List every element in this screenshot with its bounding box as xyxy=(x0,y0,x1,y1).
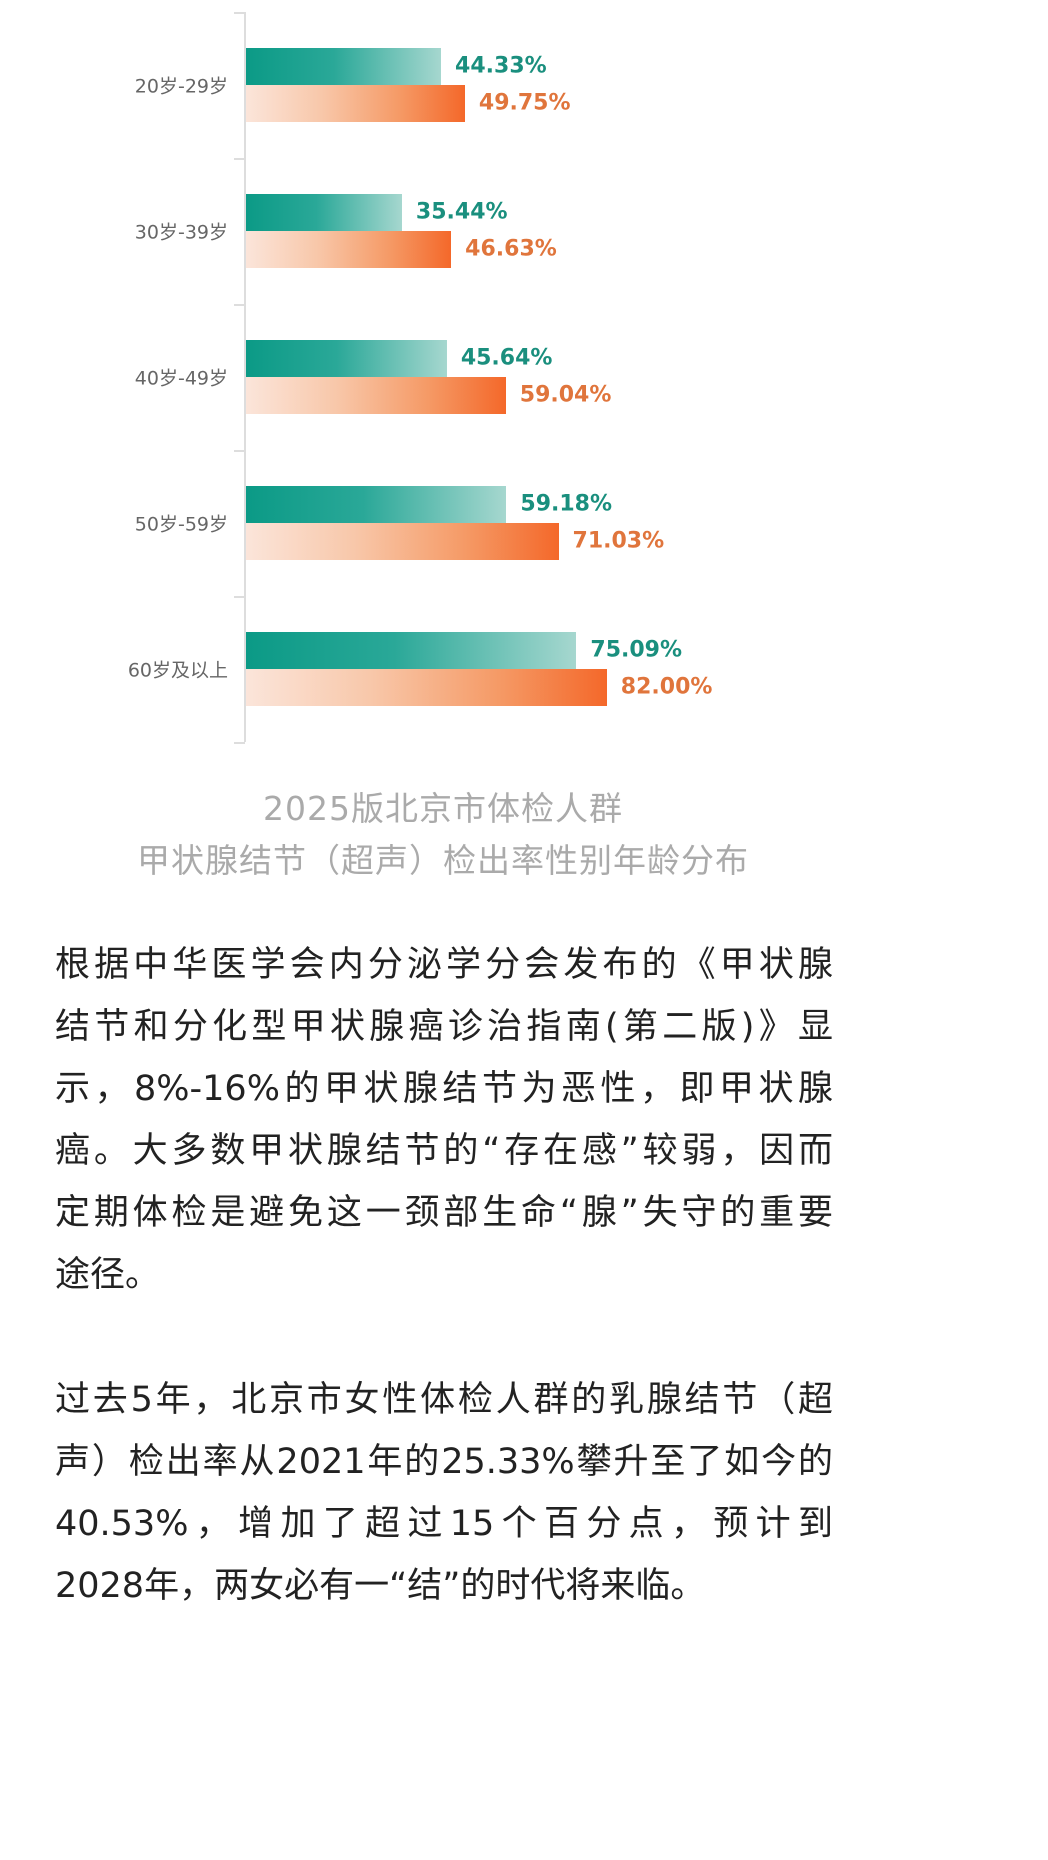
data-label-teal: 35.44% xyxy=(415,199,508,225)
data-label-teal: 45.64% xyxy=(460,345,553,371)
bar-teal xyxy=(246,632,577,669)
bar-teal xyxy=(246,48,442,85)
text-line: 途径。 xyxy=(55,1255,161,1295)
data-label-orange: 59.04% xyxy=(519,382,612,408)
category-label: 20岁-29岁 xyxy=(134,75,228,98)
paragraph-2: 过去5年，北京市女性体检人群的乳腺结节（超 声）检出率从2021年的25.33%攀… xyxy=(55,1369,833,1617)
data-label-teal: 44.33% xyxy=(455,53,547,79)
axis-tick xyxy=(234,742,245,744)
chart-subtitle: 甲状腺结节（超声）检出率性别年龄分布 xyxy=(137,841,749,880)
bar-teal xyxy=(246,194,402,231)
category-label: 60岁及以上 xyxy=(127,659,228,682)
bar-orange xyxy=(246,231,452,268)
bar-orange xyxy=(246,85,465,122)
text-line: 根据中华医学会内分泌学分会发布的《甲状腺 xyxy=(55,945,833,985)
axis-tick xyxy=(234,12,245,14)
axis-tick xyxy=(234,450,245,452)
bar-orange xyxy=(246,377,506,414)
data-label-orange: 71.03% xyxy=(572,528,665,554)
text-line: 示，8%-16%的甲状腺结节为恶性，即甲状腺 xyxy=(55,1069,833,1109)
data-label-orange: 49.75% xyxy=(478,90,571,116)
paragraph-1: 根据中华医学会内分泌学分会发布的《甲状腺 结节和分化型甲状腺癌诊治指南(第二版)》… xyxy=(55,934,833,1306)
data-label-orange: 82.00% xyxy=(620,674,713,700)
data-label-teal: 59.18% xyxy=(520,491,613,517)
category-label: 50岁-59岁 xyxy=(134,513,228,536)
text-line: 癌。大多数甲状腺结节的“存在感”较弱，因而 xyxy=(55,1131,833,1171)
chart-title: 2025版北京市体检人群 xyxy=(263,789,623,828)
axis-tick xyxy=(234,158,245,160)
text-line: 2028年，两女必有一“结”的时代将来临。 xyxy=(55,1566,706,1606)
category-label: 30岁-39岁 xyxy=(134,221,228,244)
bar-teal xyxy=(246,486,507,523)
bar-chart: 20岁-29岁 44.33% 49.75% 30岁-39岁 35.44% 46.63% 40… xyxy=(0,0,1048,760)
data-label-orange: 46.63% xyxy=(465,236,557,262)
bar-teal xyxy=(246,340,447,377)
bar-orange xyxy=(246,523,559,560)
y-axis-line xyxy=(244,12,246,742)
text-line: 结节和分化型甲状腺癌诊治指南(第二版)》显 xyxy=(55,1007,833,1047)
text-line: 声）检出率从2021年的25.33%攀升至了如今的 xyxy=(55,1442,833,1482)
data-label-teal: 75.09% xyxy=(590,637,683,663)
text-line: 过去5年，北京市女性体检人群的乳腺结节（超 xyxy=(55,1380,833,1420)
bar-orange xyxy=(246,669,607,706)
axis-tick xyxy=(234,304,245,306)
text-line: 定期体检是避免这一颈部生命“腺”失守的重要 xyxy=(55,1193,833,1233)
axis-tick xyxy=(234,596,245,598)
text-line: 40.53%，增加了超过15个百分点，预计到 xyxy=(55,1504,833,1544)
category-label: 40岁-49岁 xyxy=(134,367,228,390)
